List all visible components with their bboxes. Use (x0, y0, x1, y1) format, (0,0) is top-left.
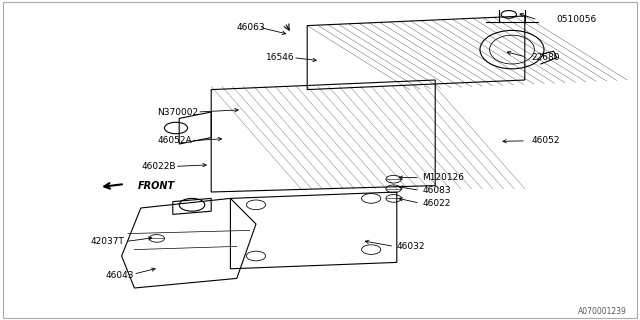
Text: 16546: 16546 (266, 53, 294, 62)
Text: 46052: 46052 (531, 136, 560, 145)
Text: 22680: 22680 (531, 53, 560, 62)
Text: 42037T: 42037T (91, 237, 125, 246)
Text: 46043: 46043 (106, 271, 134, 280)
Text: FRONT: FRONT (138, 180, 175, 191)
Text: 46032: 46032 (397, 242, 426, 251)
Text: M120126: M120126 (422, 173, 465, 182)
Text: 46083: 46083 (422, 186, 451, 195)
Text: N370002: N370002 (157, 108, 198, 116)
Text: 46022B: 46022B (141, 162, 176, 171)
Text: 46063: 46063 (237, 23, 266, 32)
Text: 46022: 46022 (422, 199, 451, 208)
Text: 0510056: 0510056 (557, 15, 597, 24)
Text: 46052A: 46052A (157, 136, 192, 145)
Text: A070001239: A070001239 (579, 308, 627, 316)
